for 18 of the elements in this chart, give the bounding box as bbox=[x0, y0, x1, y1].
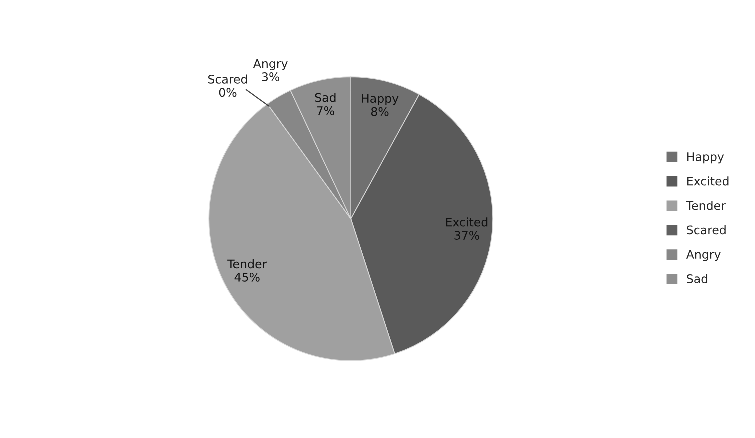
slice-label: Sad bbox=[315, 93, 336, 102]
legend-label: Sad bbox=[687, 274, 708, 284]
data-label: 8% bbox=[371, 107, 389, 116]
slice-label: Tender bbox=[228, 260, 268, 269]
data-label: 3% bbox=[262, 72, 280, 82]
slice-label: Happy bbox=[362, 94, 399, 106]
legend-label: Scared bbox=[687, 225, 726, 235]
text: 0% bbox=[219, 88, 237, 98]
slice-label: Angry bbox=[253, 59, 288, 71]
category-label: Scared bbox=[208, 74, 248, 84]
legend-label: Angry bbox=[686, 250, 721, 262]
legend-label: Happy bbox=[688, 152, 724, 164]
data-label: 7% bbox=[317, 106, 334, 116]
data-label: 37% bbox=[454, 231, 480, 240]
data-label: 45% bbox=[234, 272, 260, 282]
legend-label: Excited bbox=[688, 176, 729, 186]
slice-label: Excited bbox=[446, 218, 488, 227]
legend-label: Tender bbox=[686, 201, 726, 210]
